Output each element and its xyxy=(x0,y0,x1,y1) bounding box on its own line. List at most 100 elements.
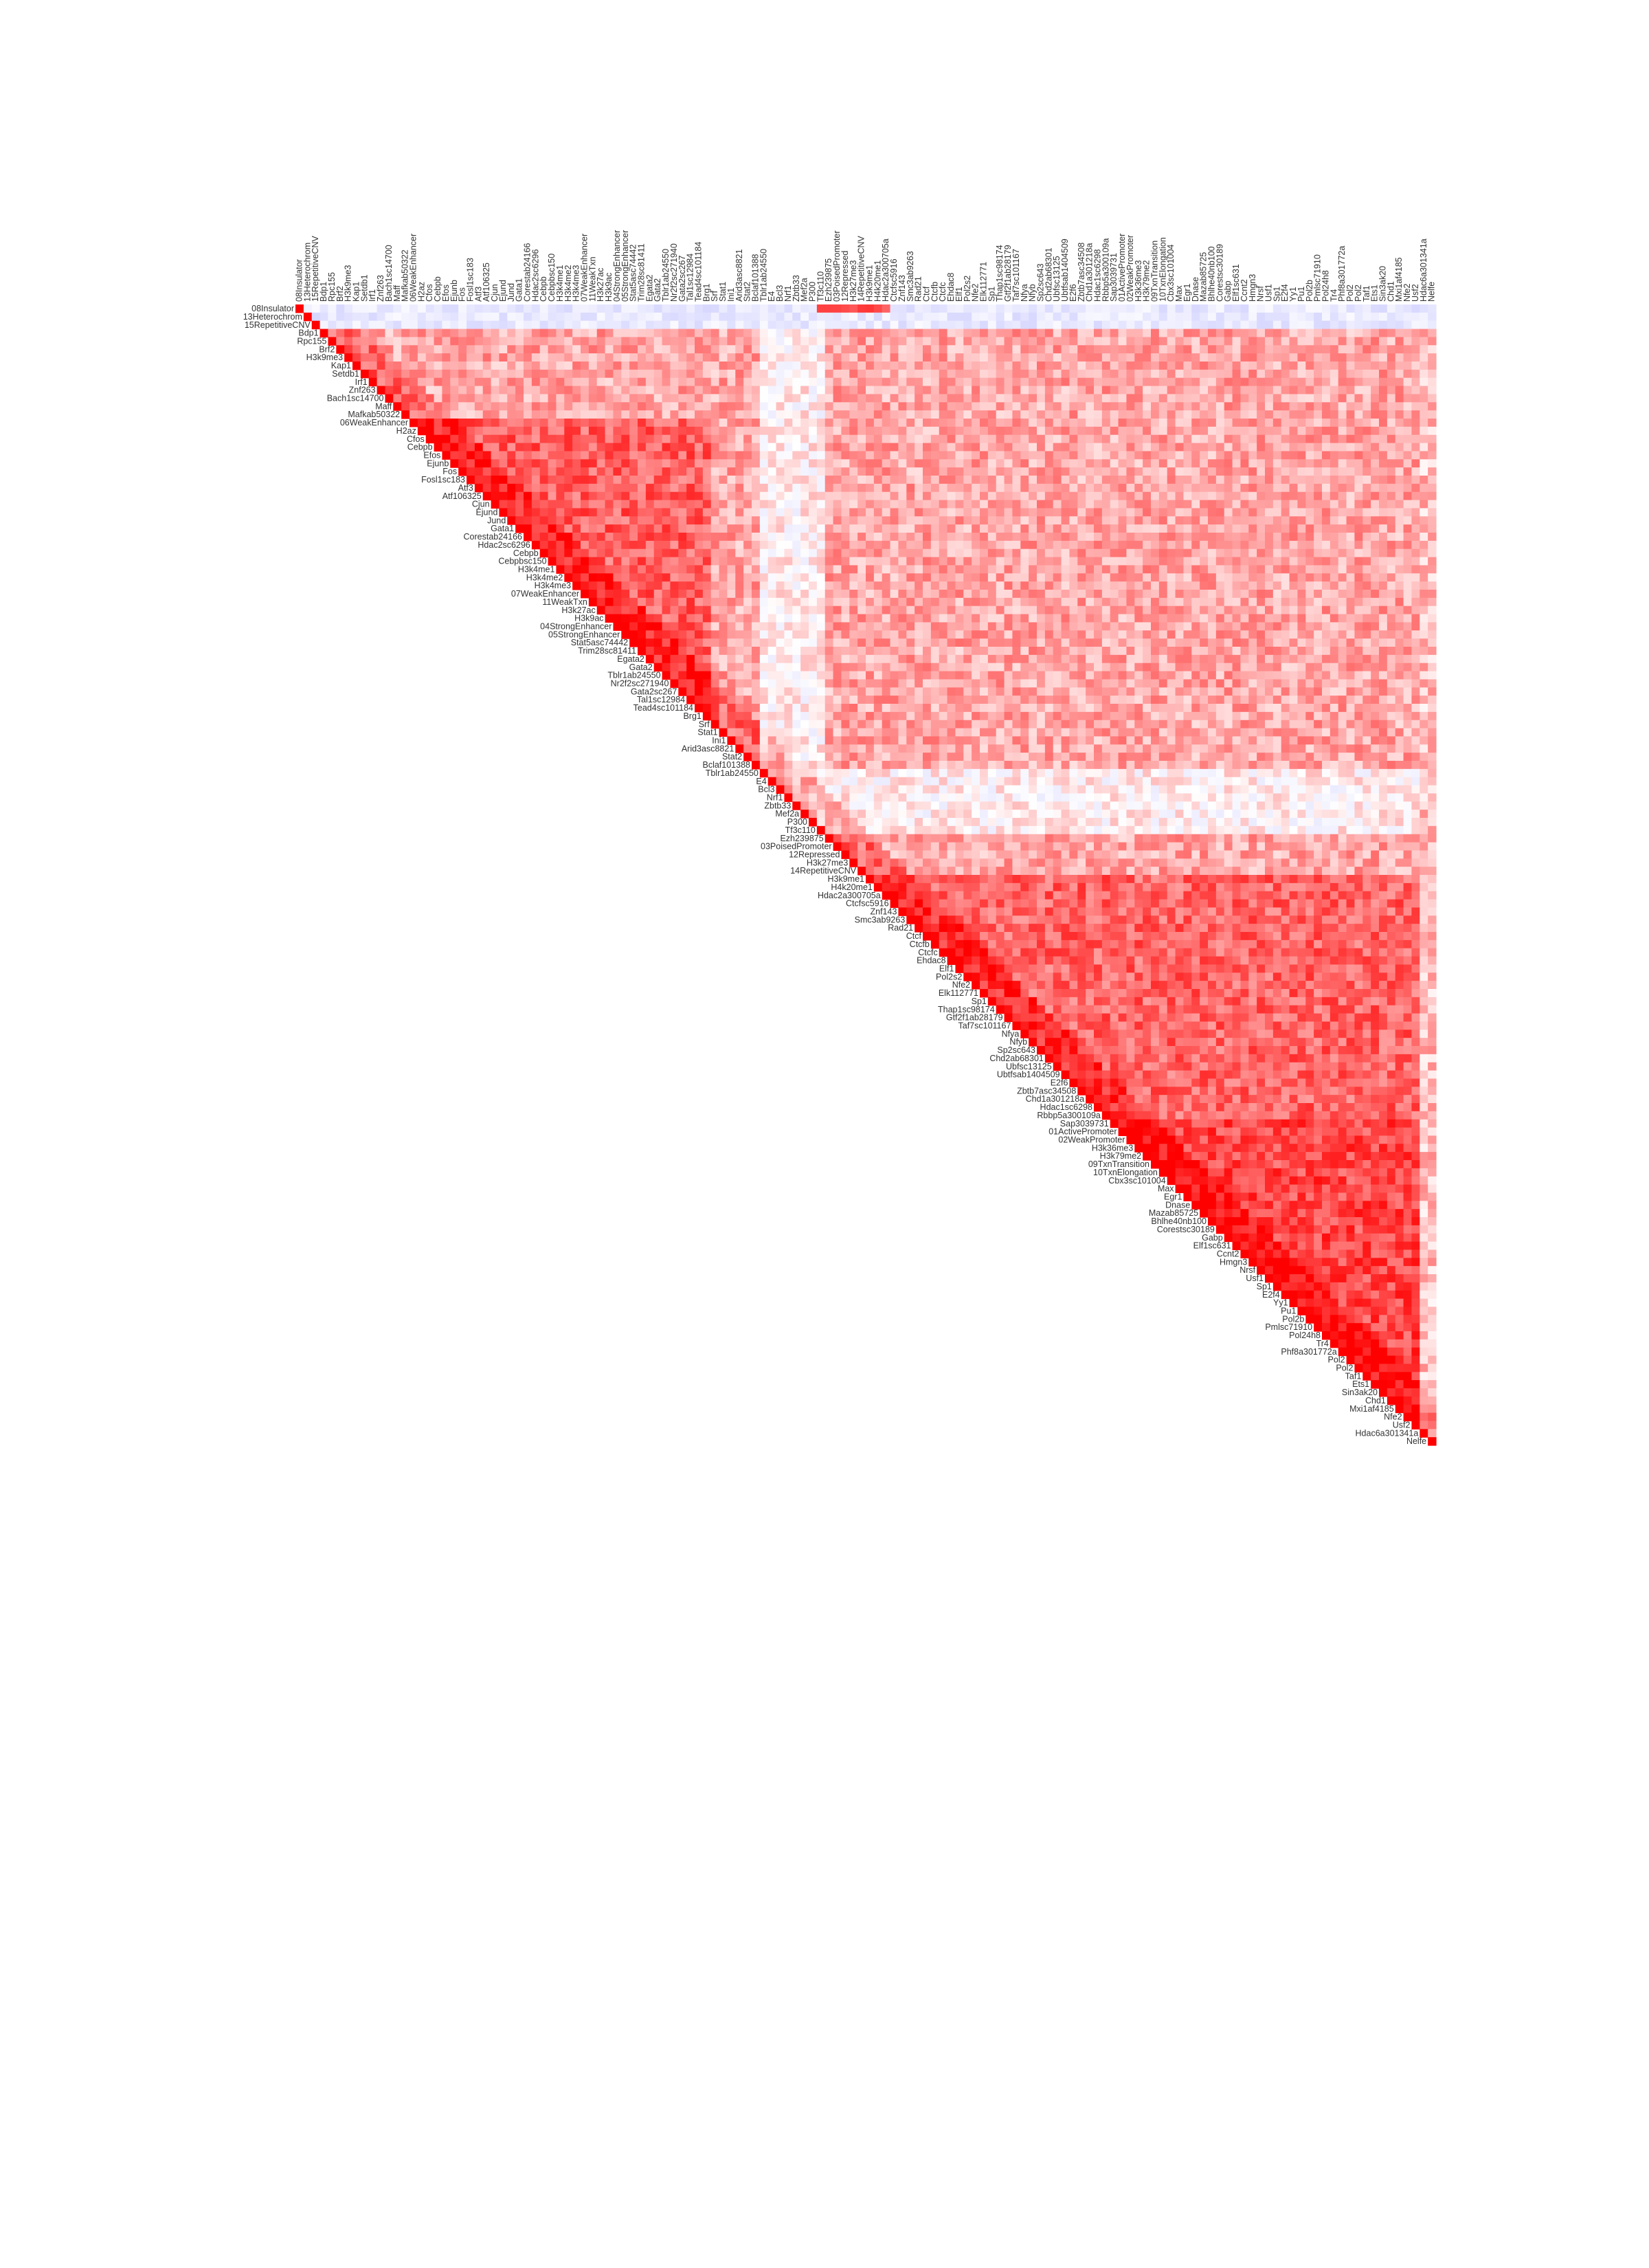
heatmap-cell xyxy=(1208,605,1217,615)
heatmap-cell xyxy=(556,320,565,330)
heatmap-cell xyxy=(784,622,793,631)
heatmap-cell xyxy=(1289,304,1299,313)
heatmap-cell xyxy=(947,467,956,476)
heatmap-cell xyxy=(1428,337,1437,346)
heatmap-cell xyxy=(629,434,638,444)
heatmap-cell xyxy=(1297,394,1306,403)
heatmap-cell xyxy=(767,565,777,574)
heatmap-cell xyxy=(1265,540,1274,550)
heatmap-cell xyxy=(1134,605,1143,615)
heatmap-cell xyxy=(1281,369,1290,379)
heatmap-cell xyxy=(784,605,793,615)
heatmap-cell xyxy=(849,638,858,647)
heatmap-cell xyxy=(1037,467,1046,476)
heatmap-cell xyxy=(800,581,809,590)
heatmap-cell xyxy=(1428,312,1437,322)
heatmap-cell xyxy=(1322,540,1331,550)
heatmap-cell xyxy=(1403,320,1413,330)
heatmap-cell xyxy=(767,377,777,387)
heatmap-cell xyxy=(581,419,590,427)
heatmap-cell xyxy=(776,467,785,476)
heatmap-cell xyxy=(556,467,565,476)
heatmap-cell xyxy=(800,329,809,338)
heatmap-cell xyxy=(702,377,712,387)
heatmap-cell xyxy=(662,369,671,379)
heatmap-cell xyxy=(1077,394,1086,403)
heatmap-cell xyxy=(963,434,972,444)
heatmap-cell xyxy=(849,614,858,623)
heatmap-cell xyxy=(474,467,484,476)
heatmap-cell xyxy=(1086,419,1095,427)
heatmap-cell xyxy=(1143,329,1152,338)
heatmap-cell xyxy=(857,312,866,322)
heatmap-cell xyxy=(1395,614,1404,623)
heatmap-cell xyxy=(491,451,500,460)
heatmap-cell xyxy=(515,483,524,493)
heatmap-cell xyxy=(1297,565,1306,574)
heatmap-cell xyxy=(955,369,964,379)
heatmap-cell xyxy=(1077,508,1086,517)
heatmap-cell xyxy=(662,533,671,542)
heatmap-cell xyxy=(759,337,769,346)
heatmap-cell xyxy=(596,386,606,395)
heatmap-cell xyxy=(1420,320,1428,330)
heatmap-cell xyxy=(1037,386,1046,395)
heatmap-cell xyxy=(1248,353,1257,362)
heatmap-cell xyxy=(1338,419,1347,427)
heatmap-cell xyxy=(417,410,427,419)
heatmap-cell xyxy=(955,638,964,647)
heatmap-cell xyxy=(947,459,956,468)
heatmap-cell xyxy=(930,320,940,330)
heatmap-cell xyxy=(1134,614,1143,623)
heatmap-cell xyxy=(474,410,484,419)
heatmap-cell xyxy=(776,377,785,387)
heatmap-cell xyxy=(735,419,744,427)
heatmap-cell xyxy=(548,353,557,362)
heatmap-cell xyxy=(686,557,695,566)
heatmap-cell xyxy=(417,329,427,338)
heatmap-cell xyxy=(434,329,443,338)
heatmap-cell xyxy=(670,638,679,647)
heatmap-cell xyxy=(1101,434,1111,444)
heatmap-cell xyxy=(898,573,907,582)
heatmap-cell xyxy=(1118,573,1128,582)
heatmap-cell xyxy=(1215,540,1225,550)
heatmap-cell xyxy=(898,540,907,550)
heatmap-cell xyxy=(605,548,614,558)
heatmap-cell xyxy=(1395,605,1404,615)
heatmap-cell xyxy=(898,451,907,460)
heatmap-cell xyxy=(1411,483,1420,493)
heatmap-cell xyxy=(1330,500,1339,509)
heatmap-cell xyxy=(1354,508,1363,517)
heatmap-cell xyxy=(401,394,410,403)
heatmap-cell xyxy=(1215,573,1225,582)
heatmap-cell xyxy=(662,386,671,395)
heatmap-cell xyxy=(776,362,785,370)
heatmap-cell xyxy=(645,508,655,517)
heatmap-cell xyxy=(539,369,549,379)
heatmap-cell xyxy=(1126,312,1135,322)
heatmap-cell xyxy=(1346,362,1356,370)
heatmap-cell xyxy=(800,386,809,395)
heatmap-cell xyxy=(515,369,524,379)
heatmap-cell xyxy=(1281,516,1290,525)
heatmap-cell xyxy=(1371,377,1380,387)
heatmap-cell xyxy=(873,304,883,313)
heatmap-cell xyxy=(1004,459,1013,468)
heatmap-cell xyxy=(621,337,630,346)
heatmap-cell xyxy=(653,565,663,574)
heatmap-cell xyxy=(531,410,541,419)
heatmap-cell xyxy=(939,329,948,338)
heatmap-cell xyxy=(1281,353,1290,362)
heatmap-cell xyxy=(1004,377,1013,387)
heatmap-cell xyxy=(1420,622,1428,631)
heatmap-cell xyxy=(442,434,451,444)
heatmap-cell xyxy=(963,540,972,550)
heatmap-cell xyxy=(1346,630,1356,639)
heatmap-cell xyxy=(1403,377,1413,387)
heatmap-cell xyxy=(531,386,541,395)
heatmap-cell xyxy=(735,500,744,509)
heatmap-cell xyxy=(1387,467,1396,476)
heatmap-cell xyxy=(474,337,484,346)
heatmap-cell xyxy=(1272,573,1282,582)
